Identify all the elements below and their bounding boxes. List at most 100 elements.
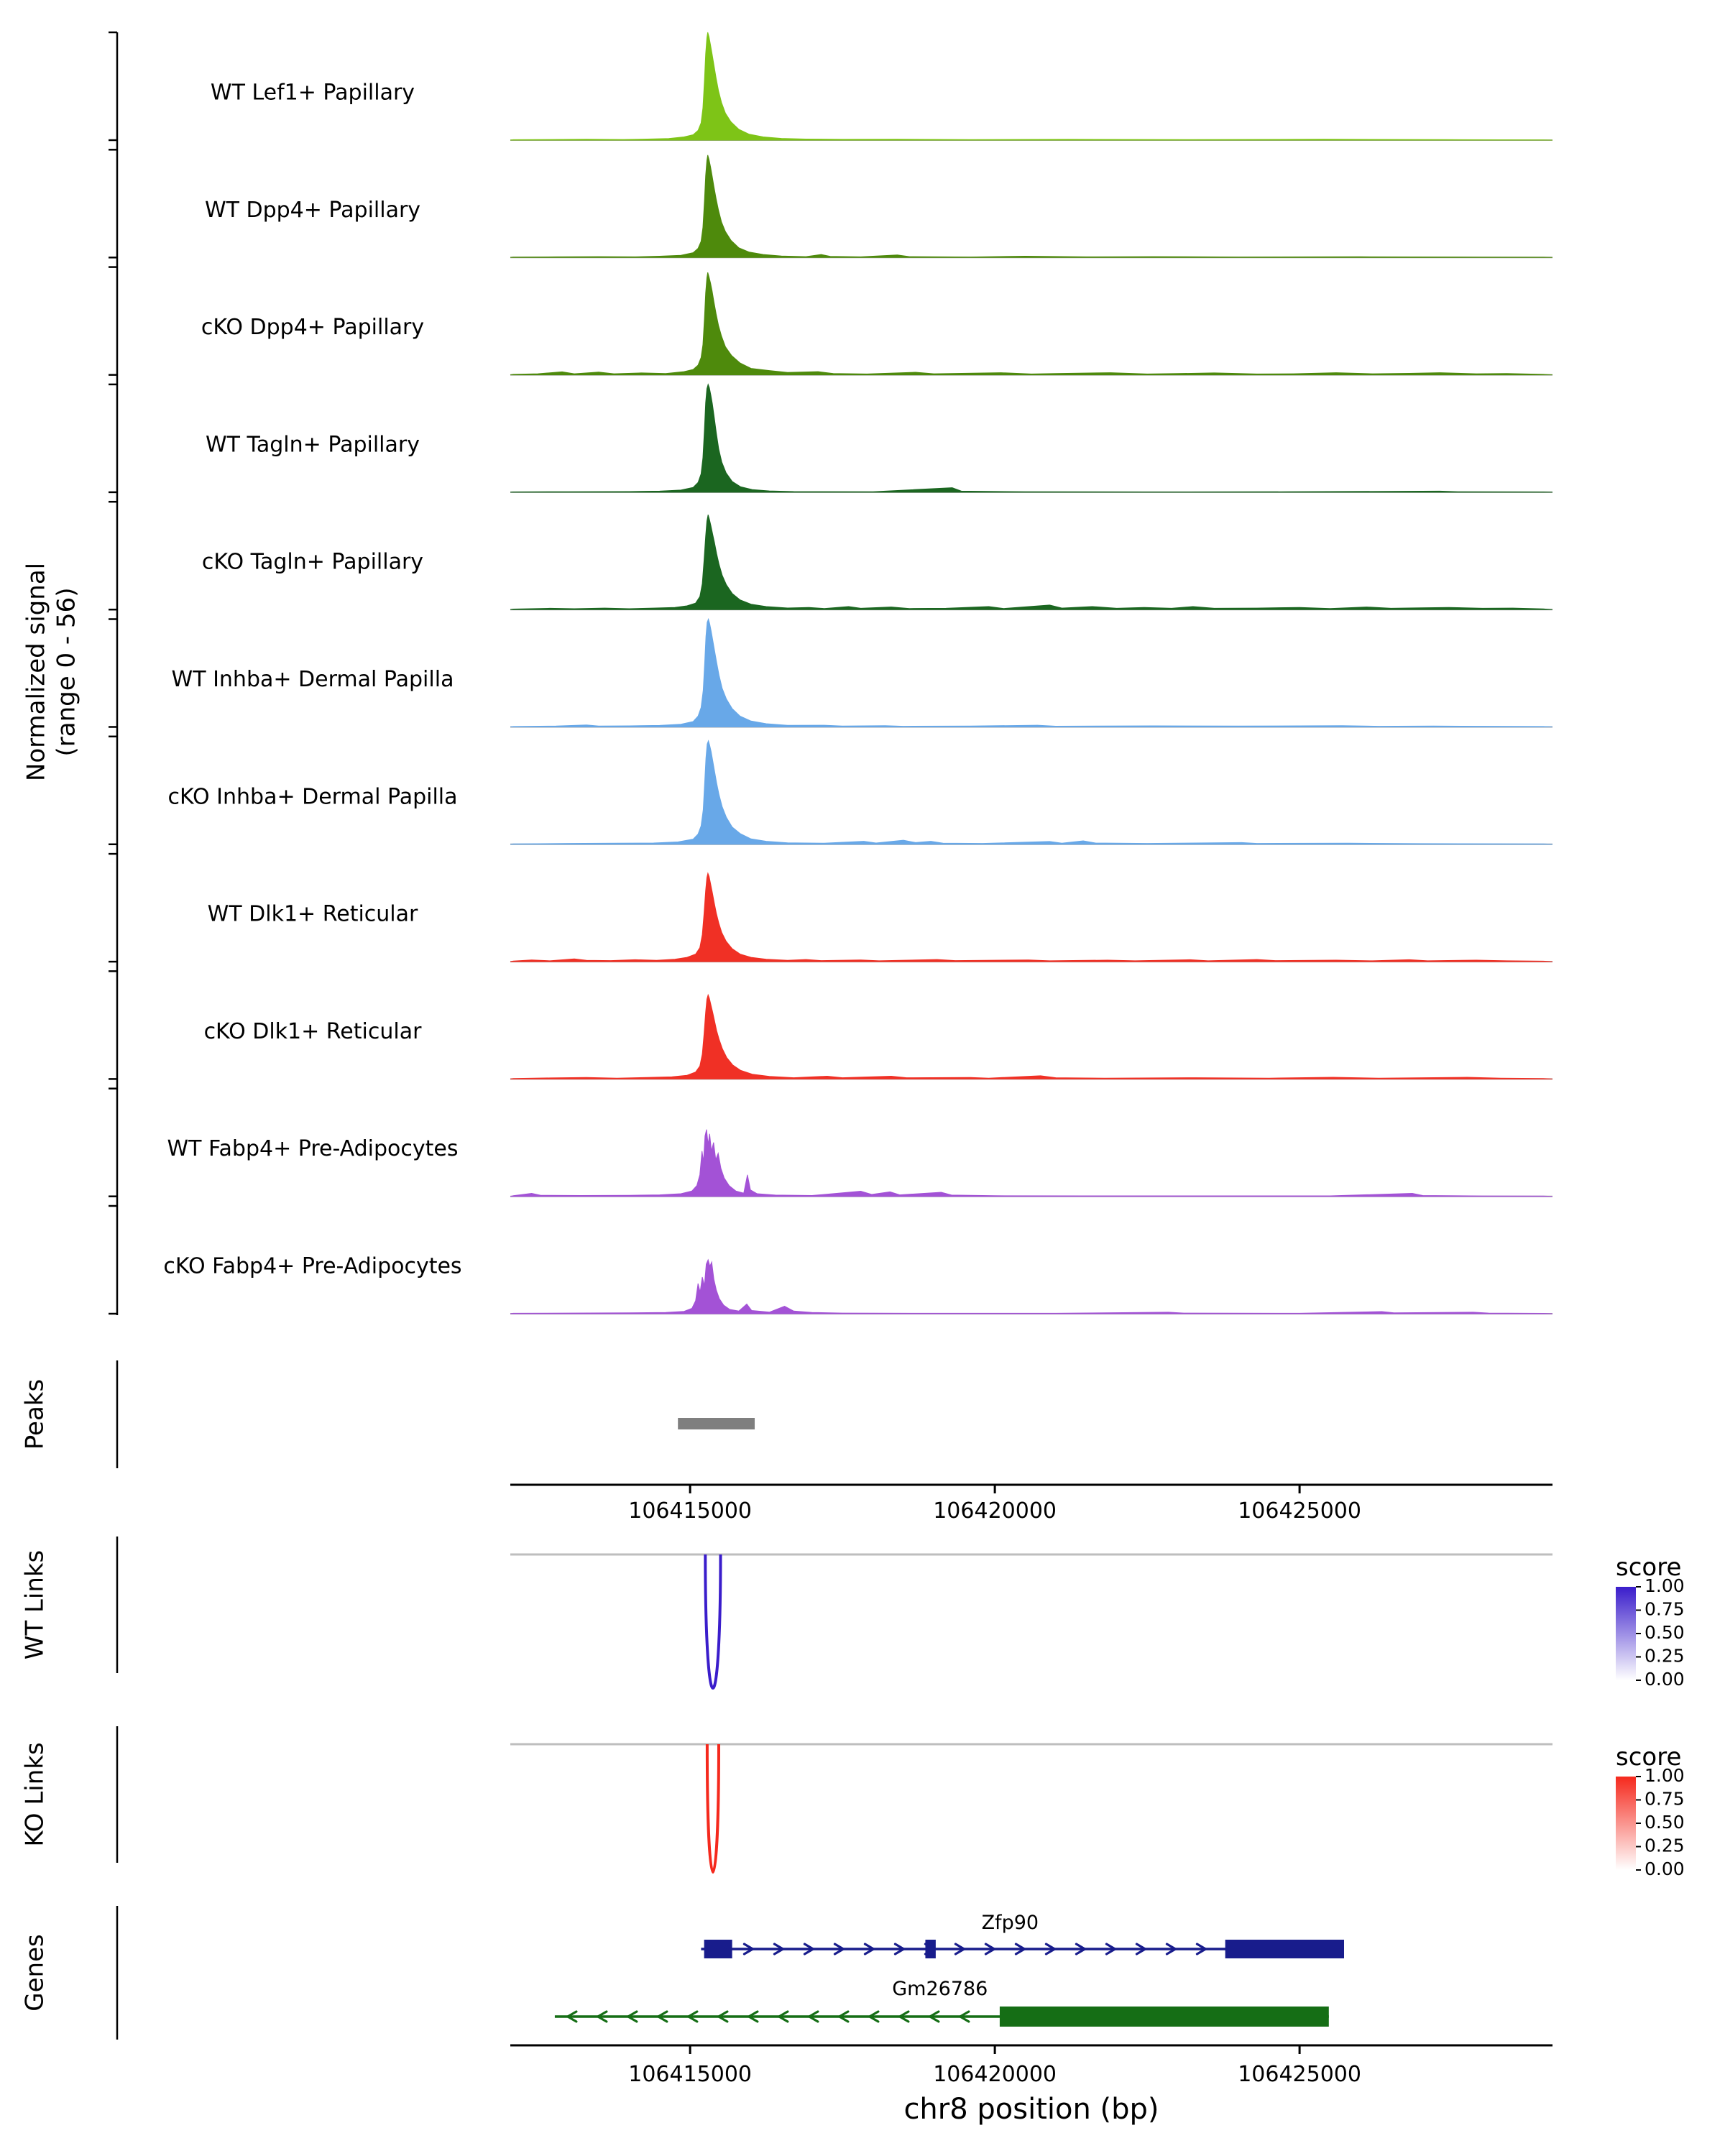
score-legend-bar	[1616, 1587, 1636, 1680]
track-label: cKO Fabp4+ Pre-Adipocytes	[163, 1254, 461, 1279]
strand-arrow-icon	[838, 2010, 850, 2023]
track-label: WT Fabp4+ Pre-Adipocytes	[167, 1136, 459, 1161]
coverage-signal-area	[510, 155, 1553, 258]
strand-arrow-icon	[778, 2010, 789, 2023]
strand-arrow-icon	[1135, 1943, 1147, 1955]
strand-arrow-icon	[717, 2010, 729, 2023]
strand-arrow-icon	[833, 1943, 845, 1955]
score-legend-tick-label: 0.75	[1644, 1789, 1685, 1810]
x-axis-tick-label: 106415000	[628, 1498, 752, 1524]
coverage-track: cKO Dpp4+ Papillary	[201, 272, 1553, 376]
strand-arrow-icon	[959, 2010, 970, 2023]
coverage-track: WT Lef1+ Papillary	[211, 32, 1553, 141]
score-legend-title: score	[1616, 1553, 1681, 1582]
coverage-signal-area	[510, 617, 1553, 727]
strand-arrow-icon	[954, 1943, 966, 1955]
strand-arrow-icon	[687, 2010, 699, 2023]
coverage-track: cKO Dlk1+ Reticular	[204, 993, 1553, 1080]
coverage-track: WT Tagln+ Papillary	[206, 383, 1553, 493]
link-arc	[705, 1743, 720, 1874]
strand-arrow-icon	[929, 2010, 940, 2023]
genes-panel: Genes Zfp90 Gm26786	[21, 1906, 1344, 2040]
strand-arrow-icon	[863, 1943, 875, 1955]
peaks-section-label: Peaks	[21, 1379, 50, 1450]
coverage-signal-area	[510, 1258, 1553, 1314]
track-label: WT Dlk1+ Reticular	[208, 902, 418, 927]
y-axis-title-line: Normalized signal	[22, 563, 51, 781]
score-legend-tick-label: 0.75	[1644, 1599, 1685, 1620]
track-label: cKO Inhba+ Dermal Papilla	[167, 784, 457, 809]
x-axis-tick-label: 106425000	[1238, 2062, 1361, 2087]
peaks-panel: Peaks	[21, 1360, 755, 1468]
track-label: WT Dpp4+ Papillary	[205, 198, 420, 223]
score-legend-tick-label: 1.00	[1644, 1575, 1685, 1596]
x-axis-title: chr8 position (bp)	[903, 2093, 1159, 2126]
y-axis-title: Normalized signal (range 0 - 56)	[22, 563, 81, 781]
link-arc	[704, 1554, 722, 1690]
strand-arrow-icon	[1014, 1943, 1026, 1955]
strand-arrow-icon	[566, 2010, 578, 2023]
coverage-signal-area	[510, 32, 1553, 141]
gene-name-label: Gm26786	[892, 1978, 988, 2000]
coverage-signal-area	[510, 383, 1553, 493]
gene-exon	[1225, 1940, 1344, 1958]
gene-name-label: Zfp90	[982, 1912, 1039, 1934]
gene-model: Gm26786	[554, 1978, 1329, 2027]
coverage-track: WT Dpp4+ Papillary	[205, 155, 1553, 259]
strand-arrow-icon	[893, 1943, 906, 1955]
strand-arrow-icon	[1075, 1943, 1087, 1955]
wt-links-label: WT Links	[21, 1550, 50, 1660]
track-label: WT Inhba+ Dermal Papilla	[172, 667, 454, 692]
track-label: cKO Tagln+ Papillary	[202, 550, 423, 575]
track-label: cKO Dlk1+ Reticular	[204, 1019, 423, 1044]
coverage-signal-area	[510, 872, 1553, 962]
score-legend-tick-label: 0.00	[1644, 1858, 1685, 1879]
score-legend-tick-label: 0.25	[1644, 1835, 1685, 1856]
gene-exon	[704, 1940, 732, 1958]
strand-arrow-icon	[1165, 1943, 1177, 1955]
ko-links-label: KO Links	[21, 1742, 50, 1846]
x-axis-tick-label: 106420000	[933, 2062, 1057, 2087]
coverage-signal-area	[510, 272, 1553, 376]
strand-arrow-icon	[808, 2010, 819, 2023]
strand-arrow-icon	[868, 2010, 880, 2023]
coverage-track: cKO Fabp4+ Pre-Adipocytes	[163, 1254, 1553, 1314]
score-legend-tick-label: 0.50	[1644, 1622, 1685, 1643]
strand-arrow-icon	[627, 2010, 638, 2023]
track-label: cKO Dpp4+ Papillary	[201, 315, 424, 340]
strand-arrow-icon	[1044, 1943, 1057, 1955]
coverage-signal-area	[510, 1129, 1553, 1197]
coverage-track: cKO Inhba+ Dermal Papilla	[167, 740, 1553, 845]
coverage-signal-area	[510, 515, 1553, 610]
gene-exon	[999, 2007, 1329, 2027]
x-axis-bottom: 106415000 106420000 106425000 chr8 position…	[510, 2044, 1552, 2126]
score-legend-bar	[1616, 1777, 1636, 1870]
x-axis-top: 106415000 106420000 106425000	[510, 1483, 1552, 1524]
score-legend-tick-label: 0.00	[1644, 1669, 1685, 1690]
peak-interval	[678, 1418, 755, 1429]
strand-arrow-icon	[773, 1943, 785, 1955]
coverage-signal-area	[510, 740, 1553, 845]
strand-arrow-icon	[597, 2010, 608, 2023]
genes-section-label: Genes	[21, 1934, 50, 2011]
track-label: WT Tagln+ Papillary	[206, 432, 420, 457]
strand-arrow-icon	[898, 2010, 910, 2023]
gene-exon	[925, 1940, 936, 1958]
strand-arrow-icon	[1105, 1943, 1117, 1955]
y-axis-title-line: (range 0 - 56)	[52, 588, 81, 757]
gene-model: Zfp90	[701, 1912, 1344, 1958]
score-legend-tick-label: 0.50	[1644, 1812, 1685, 1833]
x-axis-tick-label: 106425000	[1238, 1498, 1361, 1524]
score-legend-title: score	[1616, 1743, 1681, 1772]
strand-arrow-icon	[742, 1943, 755, 1955]
score-legend-tick-label: 0.25	[1644, 1646, 1685, 1667]
coverage-signal-area	[510, 993, 1553, 1079]
score-legend-tick-label: 1.00	[1644, 1765, 1685, 1786]
coverage-track: WT Dlk1+ Reticular	[208, 872, 1553, 963]
